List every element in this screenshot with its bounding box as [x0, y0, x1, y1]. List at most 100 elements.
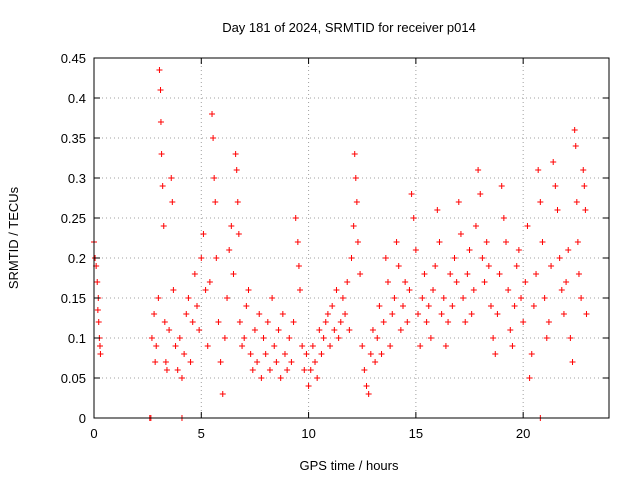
data-point [548, 263, 555, 269]
data-point [224, 295, 231, 301]
data-point [539, 239, 546, 245]
data-point [449, 303, 456, 309]
data-point [580, 167, 587, 173]
data-point [249, 367, 256, 373]
data-point [490, 335, 497, 341]
data-point [415, 311, 422, 317]
data-point [509, 343, 516, 349]
data-point [543, 335, 550, 341]
data-point [215, 319, 222, 325]
data-point [479, 255, 486, 261]
data-point [558, 287, 565, 293]
data-point [221, 335, 228, 341]
data-point [95, 319, 102, 325]
data-point [395, 263, 402, 269]
data-point [161, 319, 168, 325]
data-point [511, 303, 518, 309]
data-point [530, 303, 537, 309]
data-point [581, 183, 588, 189]
data-point [389, 311, 396, 317]
data-point [162, 359, 169, 365]
data-point [275, 327, 282, 333]
y-tick-label: 0 [79, 411, 86, 426]
data-point [380, 319, 387, 325]
data-point [200, 231, 207, 237]
data-point [537, 199, 544, 205]
data-point [185, 295, 192, 301]
y-tick-label: 0.4 [68, 91, 86, 106]
data-point [243, 303, 250, 309]
data-point [327, 343, 334, 349]
data-point [457, 231, 464, 237]
data-point [269, 295, 276, 301]
data-point [518, 295, 525, 301]
data-point [447, 271, 454, 277]
x-tick-label: 10 [301, 426, 315, 441]
data-point [151, 311, 158, 317]
data-point [284, 367, 291, 373]
data-point [320, 335, 327, 341]
data-point [550, 159, 557, 165]
data-point [226, 247, 233, 253]
data-point [498, 183, 505, 189]
data-point [191, 271, 198, 277]
data-point [202, 287, 209, 293]
data-point [402, 279, 409, 285]
data-point [432, 263, 439, 269]
data-point [352, 175, 359, 181]
data-point [187, 359, 194, 365]
data-point [156, 67, 163, 73]
data-point [158, 151, 165, 157]
data-point [266, 367, 273, 373]
data-point [236, 319, 243, 325]
y-tick-label: 0.1 [68, 331, 86, 346]
data-point [485, 263, 492, 269]
data-point [541, 295, 548, 301]
data-point [196, 327, 203, 333]
data-point [384, 279, 391, 285]
data-point [578, 295, 585, 301]
data-point [382, 255, 389, 261]
y-tick-label: 0.2 [68, 251, 86, 266]
x-axis-label: GPS time / hours [300, 458, 399, 473]
data-point [350, 223, 357, 229]
data-point [292, 215, 299, 221]
data-point [254, 359, 261, 365]
data-point [507, 327, 514, 333]
data-point [574, 239, 581, 245]
data-point [213, 255, 220, 261]
data-point [234, 199, 241, 205]
data-point [445, 319, 452, 325]
data-point [219, 391, 226, 397]
data-point [309, 343, 316, 349]
data-point [155, 295, 162, 301]
data-point [97, 351, 104, 357]
data-point [94, 307, 101, 313]
data-point [503, 239, 509, 245]
data-point [363, 383, 370, 389]
data-point [526, 375, 533, 381]
data-point [423, 319, 430, 325]
data-point [475, 167, 482, 173]
data-point [170, 287, 177, 293]
data-point [168, 175, 175, 181]
data-point [487, 303, 494, 309]
data-point [297, 287, 303, 293]
data-point [172, 343, 179, 349]
data-point [419, 295, 426, 301]
data-point [565, 247, 572, 253]
data-point [533, 271, 540, 277]
data-point [361, 367, 368, 373]
data-point [524, 223, 531, 229]
data-point [425, 303, 432, 309]
data-point [314, 375, 321, 381]
data-point [329, 303, 336, 309]
data-point [468, 311, 475, 317]
data-point [176, 335, 183, 341]
data-point [316, 327, 323, 333]
data-point [440, 295, 447, 301]
data-point [152, 359, 159, 365]
data-point [453, 279, 460, 285]
data-point [563, 279, 570, 285]
